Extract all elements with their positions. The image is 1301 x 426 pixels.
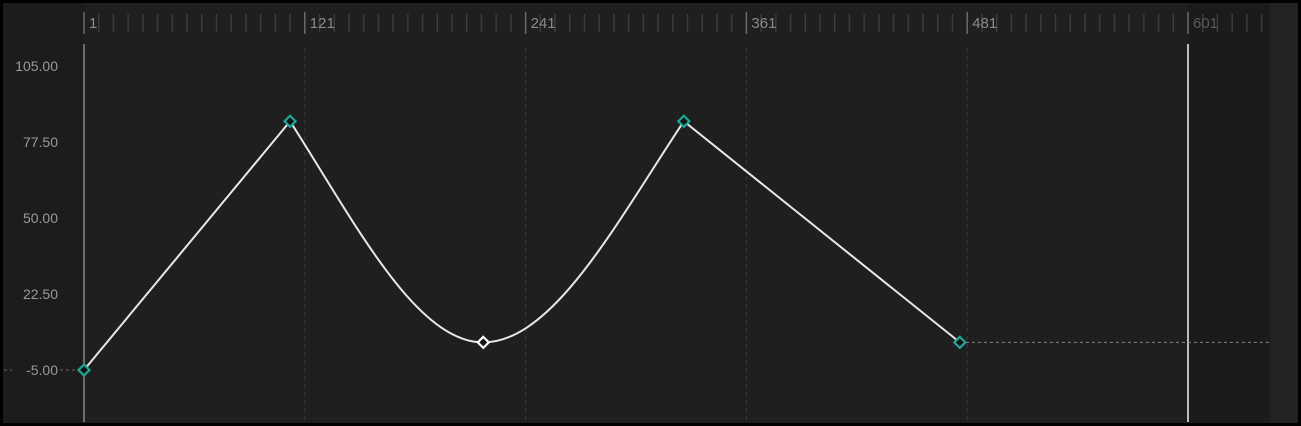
keyframe[interactable]: [676, 114, 691, 129]
ruler-label: 121: [310, 15, 335, 32]
out-of-range-region: [1188, 3, 1270, 423]
ruler-label: 361: [751, 15, 776, 32]
ruler-ticks: [83, 12, 1263, 34]
keyframe[interactable]: [76, 362, 92, 378]
value-label: 77.50: [23, 134, 58, 150]
ruler-label: 1: [89, 15, 97, 32]
value-axis-labels: 105.00 77.50 50.00 22.50 -5.00: [15, 58, 58, 378]
ruler-label: 241: [531, 15, 556, 32]
value-axis-panel: [3, 3, 84, 423]
ruler-labels: 1 121 241 361 481 601: [89, 15, 1218, 32]
keyframe[interactable]: [952, 335, 967, 350]
right-margin: [1270, 3, 1298, 423]
gridlines: [4, 48, 968, 420]
value-label: -5.00: [26, 362, 58, 378]
ruler-label: 481: [972, 15, 997, 32]
timeline-ruler[interactable]: [84, 3, 1270, 40]
keyframe[interactable]: [283, 114, 298, 129]
graph-area[interactable]: [3, 3, 1298, 423]
value-label: 22.50: [23, 286, 58, 302]
value-label: 50.00: [23, 210, 58, 226]
keyframe-selected[interactable]: [476, 335, 491, 350]
keyframes[interactable]: [76, 114, 967, 378]
ruler-label: 601: [1193, 15, 1218, 32]
value-label: 105.00: [15, 58, 58, 74]
